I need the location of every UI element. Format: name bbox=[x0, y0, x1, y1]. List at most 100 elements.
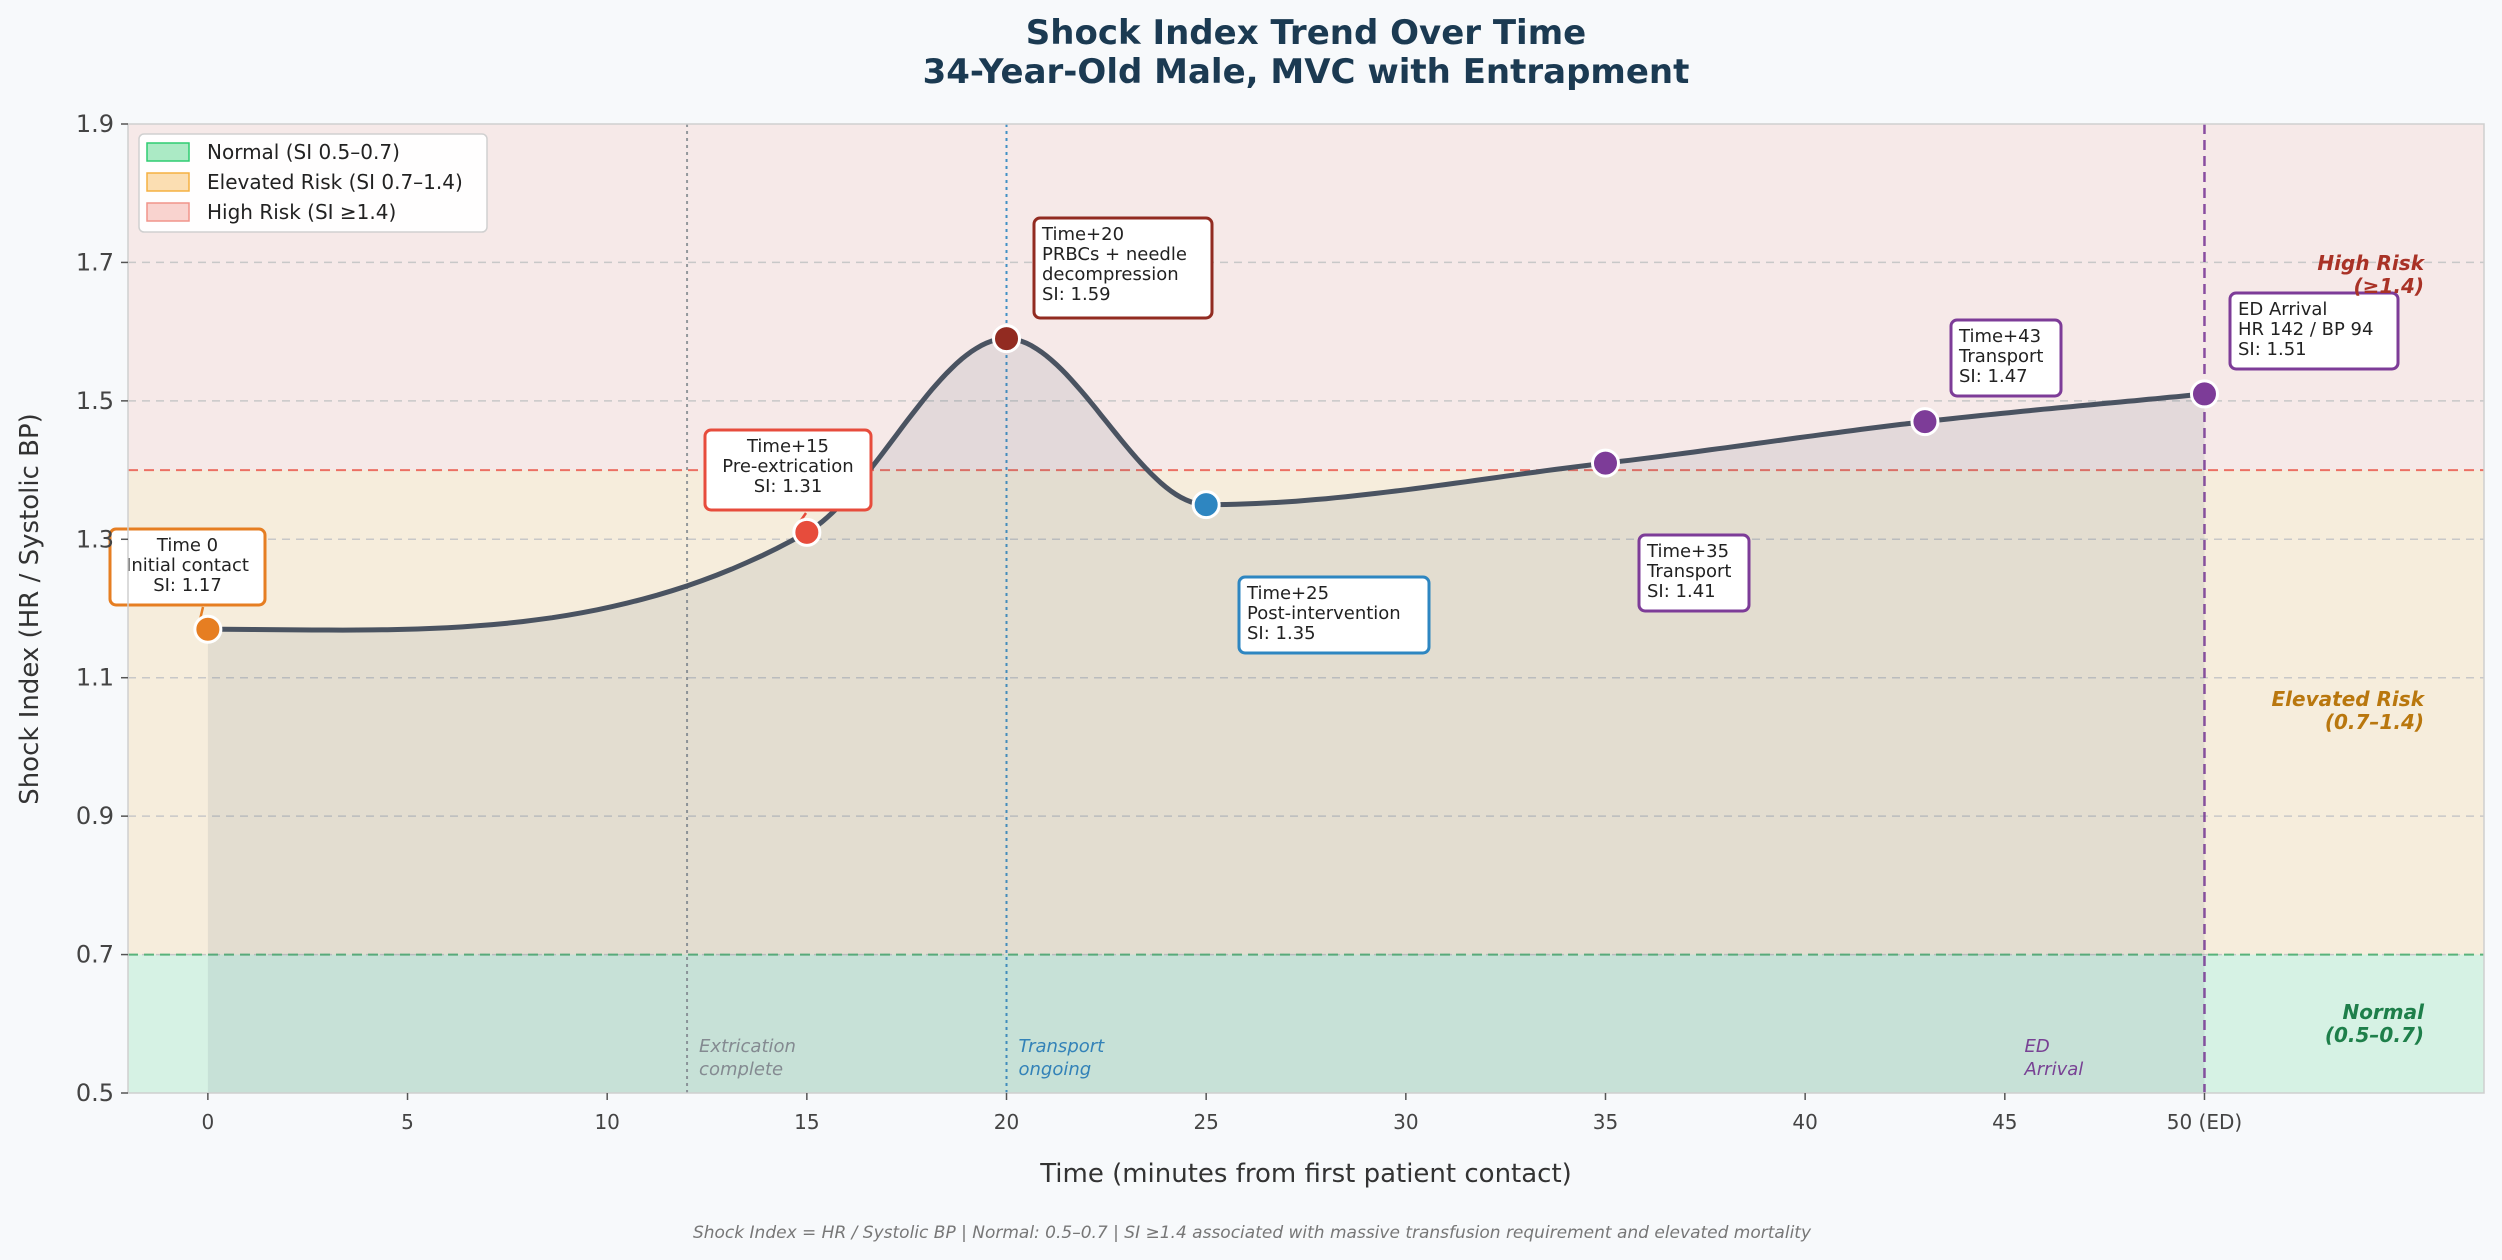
band-label: (0.7–1.4) bbox=[2325, 710, 2424, 734]
callout-text: decompression bbox=[1042, 264, 1179, 285]
data-point bbox=[2189, 379, 2219, 409]
callout-text: Transport bbox=[1646, 561, 1731, 582]
callout-text: Initial contact bbox=[126, 555, 249, 576]
plot-frame bbox=[127, 123, 2485, 1094]
band-elevated bbox=[128, 470, 2484, 955]
legend-label: High Risk (SI ≥1.4) bbox=[207, 200, 396, 224]
risk-bands bbox=[128, 124, 2484, 1093]
data-point bbox=[1910, 407, 1940, 437]
area-fill bbox=[207, 338, 2205, 1094]
band-label: Elevated Risk bbox=[2272, 687, 2426, 711]
callout-text: Transport bbox=[1958, 346, 2043, 367]
legend-swatch bbox=[146, 172, 190, 192]
vertical-marker-label: Extrication bbox=[699, 1036, 796, 1057]
y-tick-label: 1.7 bbox=[76, 248, 114, 276]
callout-box bbox=[703, 428, 873, 512]
y-tick-label: 0.7 bbox=[76, 941, 114, 969]
callout-text: SI: 1.17 bbox=[153, 575, 222, 596]
x-tick-label: 30 bbox=[1393, 1110, 1418, 1134]
callout-box bbox=[1949, 318, 2063, 398]
grid-lines bbox=[128, 261, 2484, 956]
band-normal bbox=[128, 954, 2484, 1093]
band-label: High Risk bbox=[2317, 251, 2425, 275]
callout-box bbox=[1032, 216, 1214, 320]
callout-text: SI: 1.41 bbox=[1647, 581, 1716, 602]
y-tick-label: 1.1 bbox=[76, 664, 114, 692]
band-label: (≥1.4) bbox=[2354, 274, 2424, 298]
callout-text: SI: 1.47 bbox=[1959, 366, 2028, 387]
band-high bbox=[128, 124, 2484, 471]
axes: 0 5 10 15 20 25 30 35 40 45 50 (ED) 0.5 0.7 0.9 1.1 1.3… bbox=[76, 110, 2485, 1134]
callout-text: SI: 1.31 bbox=[754, 476, 823, 497]
y-tick-label: 0.5 bbox=[76, 1079, 114, 1107]
callout-text: Time 0 bbox=[156, 535, 218, 556]
callout-text: Time+25 bbox=[1246, 583, 1329, 604]
band-label: (0.5–0.7) bbox=[2325, 1023, 2424, 1047]
callout-box bbox=[1637, 533, 1751, 613]
data-point bbox=[1191, 490, 1221, 520]
x-tick-label: 25 bbox=[1193, 1110, 1218, 1134]
vertical-marker-label: ongoing bbox=[1019, 1059, 1092, 1080]
callout-text: ED Arrival bbox=[2238, 299, 2327, 320]
callout-text: Time+35 bbox=[1646, 541, 1729, 562]
callout-text: HR 142 / BP 94 bbox=[2238, 319, 2373, 340]
callout-text: SI: 1.35 bbox=[1247, 623, 1316, 644]
legend-label: Normal (SI 0.5–0.7) bbox=[207, 140, 400, 164]
x-tick-label: 15 bbox=[794, 1110, 819, 1134]
legend-box bbox=[138, 133, 488, 233]
x-tick-label: 35 bbox=[1593, 1110, 1618, 1134]
callout-text: SI: 1.59 bbox=[1042, 284, 1111, 305]
x-tick-label: 5 bbox=[401, 1110, 414, 1134]
chart-title-line2: 34-Year-Old Male, MVC with Entrapment bbox=[923, 52, 1690, 92]
callout-box bbox=[108, 527, 267, 607]
data-point bbox=[792, 517, 822, 547]
footer-note: Shock Index = HR / Systolic BP | Normal:… bbox=[693, 1223, 1812, 1243]
callout-box bbox=[2228, 291, 2400, 371]
band-labels: Normal(0.5–0.7) Elevated Risk(0.7–1.4) Hig… bbox=[2272, 251, 2426, 1047]
data-point bbox=[1590, 448, 1620, 478]
legend-label: Elevated Risk (SI 0.7–1.4) bbox=[207, 170, 463, 194]
band-label: Normal bbox=[2342, 1000, 2425, 1024]
chart-title-line1: Shock Index Trend Over Time bbox=[1026, 13, 1586, 53]
x-tick-label: 40 bbox=[1792, 1110, 1817, 1134]
x-axis-label: Time (minutes from first patient contact… bbox=[1039, 1159, 1572, 1189]
data-point bbox=[193, 614, 223, 644]
callout-text: Pre-extrication bbox=[722, 456, 853, 477]
data-points bbox=[193, 324, 2219, 644]
callout-text: Time+20 bbox=[1041, 224, 1124, 245]
y-tick-label: 1.3 bbox=[76, 525, 114, 553]
callout-text: PRBCs + needle bbox=[1042, 244, 1187, 265]
legend-swatch bbox=[146, 202, 190, 222]
callout-text: Post-intervention bbox=[1247, 603, 1401, 624]
x-tick-label: 45 bbox=[1992, 1110, 2017, 1134]
callout-text: Time+43 bbox=[1958, 326, 2041, 347]
legend: Normal (SI 0.5–0.7) Elevated Risk (SI 0.7… bbox=[138, 133, 488, 233]
x-tick-label: 0 bbox=[201, 1110, 214, 1134]
vertical-marker-label: complete bbox=[699, 1059, 783, 1080]
vertical-marker-label: Transport bbox=[1019, 1036, 1106, 1057]
callout-text: SI: 1.51 bbox=[2238, 339, 2307, 360]
callout-box bbox=[1237, 575, 1431, 655]
y-tick-label: 1.9 bbox=[76, 110, 114, 138]
callout-text: Time+15 bbox=[746, 436, 829, 457]
x-tick-label: 10 bbox=[594, 1110, 619, 1134]
y-axis-label: Shock Index (HR / Systolic BP) bbox=[15, 413, 45, 805]
series-area bbox=[207, 338, 2205, 1094]
y-tick-label: 0.9 bbox=[76, 802, 114, 830]
vertical-markers: ExtricationcompleteTransportongoingEDArr… bbox=[686, 124, 2206, 1093]
y-tick-label: 1.5 bbox=[76, 387, 114, 415]
vertical-marker-label: ED bbox=[2024, 1036, 2049, 1057]
vertical-marker-label: Arrival bbox=[2023, 1059, 2083, 1080]
legend-swatch bbox=[146, 142, 190, 162]
x-tick-label: 50 (ED) bbox=[2167, 1110, 2242, 1134]
data-point bbox=[992, 324, 1022, 354]
